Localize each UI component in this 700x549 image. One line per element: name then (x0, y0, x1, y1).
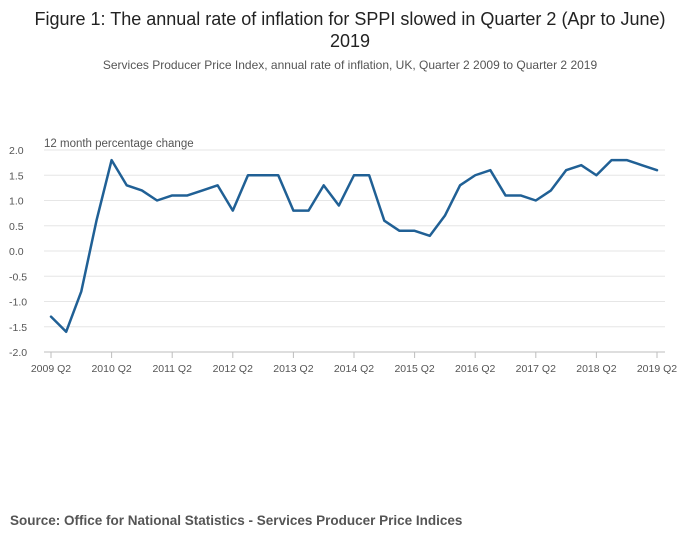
y-tick-label: 1.5 (9, 170, 24, 182)
grid-layer (44, 149, 665, 353)
y-tick-label: -0.5 (9, 271, 27, 283)
y-tick-label: -2.0 (9, 347, 27, 359)
x-tick-label: 2012 Q2 (213, 363, 253, 375)
x-tick-label: 2014 Q2 (334, 363, 374, 375)
y-tick-label: 1.0 (9, 196, 24, 208)
y-axis: 2.0 1.5 1.0 0.5 0.0 -0.5 -1.0 -1.5 -2.0 (9, 145, 27, 359)
x-tick-label: 2015 Q2 (394, 363, 434, 375)
y-tick-label: -1.5 (9, 322, 27, 334)
x-tick-label: 2018 Q2 (576, 363, 616, 375)
chart-title: Figure 1: The annual rate of inflation f… (34, 9, 666, 51)
y-tick-label: -1.0 (9, 297, 27, 309)
y-tick-label: 0.5 (9, 221, 24, 233)
x-tick-label: 2011 Q2 (152, 363, 192, 375)
y-axis-label: 12 month percentage change (44, 138, 194, 150)
x-tick-label: 2019 Q2 (637, 363, 677, 375)
series-line (49, 158, 659, 334)
x-tick-label: 2013 Q2 (273, 363, 313, 375)
x-tick-label: 2017 Q2 (516, 363, 556, 375)
x-tick-label: 2009 Q2 (31, 363, 71, 375)
source-note: Source: Office for National Statistics -… (10, 513, 463, 528)
y-tick-label: 2.0 (9, 145, 24, 157)
x-tick-label: 2016 Q2 (455, 363, 495, 375)
series-layer (49, 158, 659, 334)
x-tick-label: 2010 Q2 (91, 363, 131, 375)
y-tick-label: 0.0 (9, 246, 24, 258)
chart-subtitle: Services Producer Price Index, annual ra… (102, 58, 598, 72)
x-axis: 2009 Q2 2010 Q2 2011 Q2 2012 Q2 2013 Q2 2014 … (31, 351, 677, 375)
